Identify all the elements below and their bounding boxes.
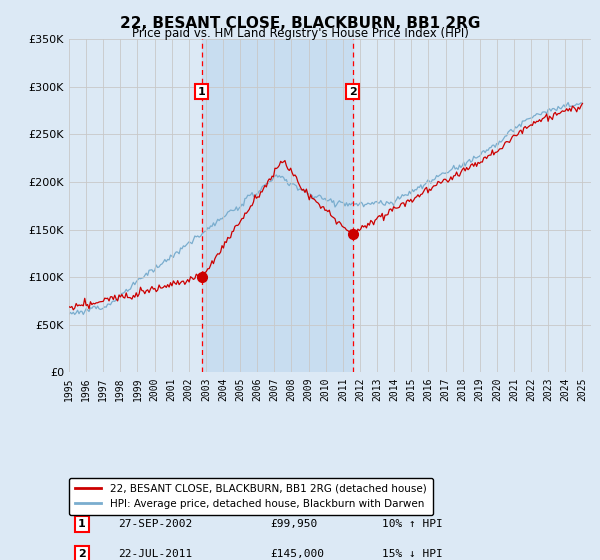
Text: £99,950: £99,950 xyxy=(270,519,317,529)
Bar xyxy=(202,39,353,372)
Text: 1: 1 xyxy=(198,87,206,96)
Text: 22-JUL-2011: 22-JUL-2011 xyxy=(119,549,193,559)
Text: 10% ↑ HPI: 10% ↑ HPI xyxy=(382,519,443,529)
Text: £145,000: £145,000 xyxy=(270,549,324,559)
Text: 1: 1 xyxy=(78,519,86,529)
Text: 15% ↓ HPI: 15% ↓ HPI xyxy=(382,549,443,559)
Legend: 22, BESANT CLOSE, BLACKBURN, BB1 2RG (detached house), HPI: Average price, detac: 22, BESANT CLOSE, BLACKBURN, BB1 2RG (de… xyxy=(69,478,433,515)
Text: Price paid vs. HM Land Registry's House Price Index (HPI): Price paid vs. HM Land Registry's House … xyxy=(131,27,469,40)
Text: 2: 2 xyxy=(78,549,86,559)
Text: 27-SEP-2002: 27-SEP-2002 xyxy=(119,519,193,529)
Text: 2: 2 xyxy=(349,87,356,96)
Text: 22, BESANT CLOSE, BLACKBURN, BB1 2RG: 22, BESANT CLOSE, BLACKBURN, BB1 2RG xyxy=(120,16,480,31)
